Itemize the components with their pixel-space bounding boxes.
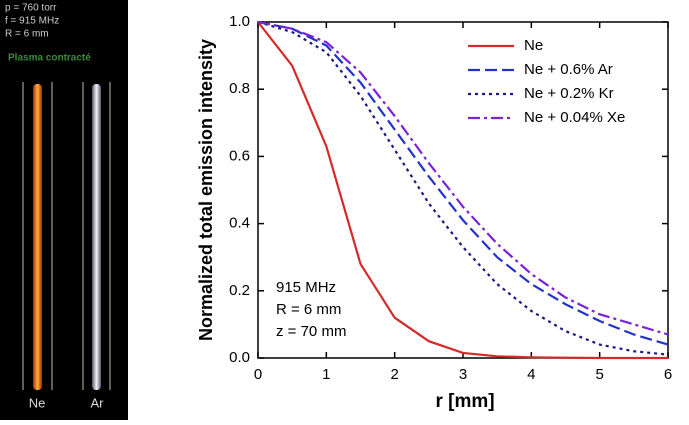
series-line <box>257 21 668 360</box>
tube-glow <box>33 84 42 390</box>
y-axis-label: Normalized total emission intensity <box>196 39 216 341</box>
series-line <box>257 20 669 336</box>
annotation: 915 MHz <box>276 279 336 296</box>
x-axis-label: r [mm] <box>435 391 494 412</box>
annotation: z = 70 mm <box>276 323 346 340</box>
legend-label: Ne + 0.6% Ar <box>524 61 613 78</box>
x-tick-label: 0 <box>254 366 262 383</box>
y-tick-label: 1.0 <box>229 13 250 30</box>
photo-text: R = 6 mm <box>5 29 49 40</box>
y-tick-label: 0.0 <box>229 349 250 366</box>
photo-background <box>0 0 128 420</box>
y-tick-label: 0.6 <box>229 147 250 164</box>
x-tick-label: 2 <box>390 366 398 383</box>
x-tick-label: 3 <box>459 366 467 383</box>
photo-caption: Plasma contracté <box>8 53 91 64</box>
y-tick-label: 0.4 <box>229 215 250 232</box>
annotation: R = 6 mm <box>276 301 341 318</box>
photo-text: p = 760 torr <box>5 3 57 14</box>
series-line <box>257 20 669 346</box>
legend-label: Ne + 0.04% Xe <box>524 109 625 126</box>
legend-label: Ne <box>524 37 543 54</box>
tube-label: Ar <box>91 395 105 410</box>
x-tick-label: 4 <box>527 366 535 383</box>
y-tick-label: 0.8 <box>229 80 250 97</box>
legend-label: Ne + 0.2% Kr <box>524 85 614 102</box>
x-tick-label: 6 <box>664 366 672 383</box>
photo-text: f = 915 MHz <box>5 16 59 27</box>
y-tick-label: 0.2 <box>229 282 250 299</box>
series-line <box>257 20 669 356</box>
x-tick-label: 5 <box>595 366 603 383</box>
tube-label: Ne <box>29 395 46 410</box>
x-tick-label: 1 <box>322 366 330 383</box>
tube-glow <box>92 84 101 390</box>
